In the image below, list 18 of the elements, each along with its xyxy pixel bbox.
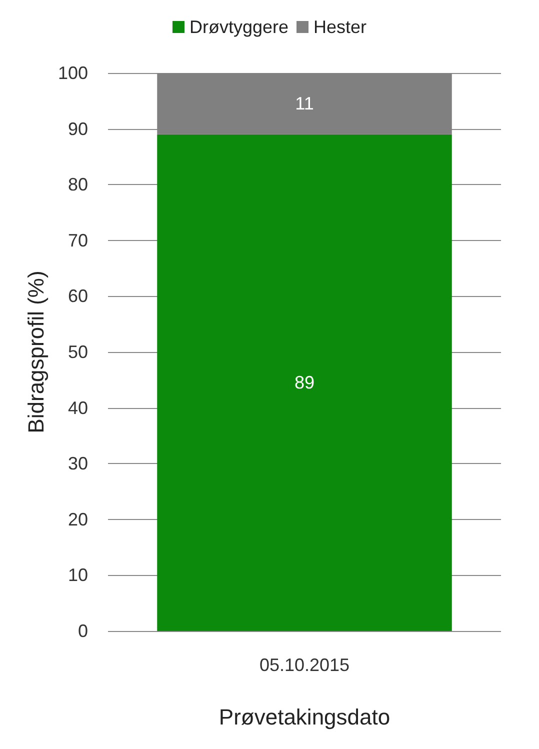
y-tick-label: 30: [68, 454, 88, 474]
y-tick-label: 60: [68, 286, 88, 306]
legend-label: Drøvtyggere: [189, 17, 289, 37]
y-tick-label: 80: [68, 174, 88, 195]
y-tick-label: 70: [68, 230, 88, 250]
y-tick-label: 10: [68, 565, 88, 586]
y-axis-title: Bidragsprofil (%): [24, 270, 49, 434]
y-tick-label: 40: [68, 398, 88, 418]
y-tick-label: 100: [58, 63, 88, 83]
y-tick-label: 50: [68, 342, 88, 362]
data-label: 89: [294, 372, 315, 393]
y-tick-label: 90: [68, 118, 88, 139]
y-tick-label: 0: [78, 621, 88, 641]
legend-label: Hester: [314, 17, 367, 37]
y-tick-label: 20: [68, 509, 88, 530]
x-tick-label: 05.10.2015: [259, 655, 350, 675]
data-label: 11: [295, 94, 314, 114]
x-axis-title: Prøvetakingsdato: [218, 704, 390, 730]
